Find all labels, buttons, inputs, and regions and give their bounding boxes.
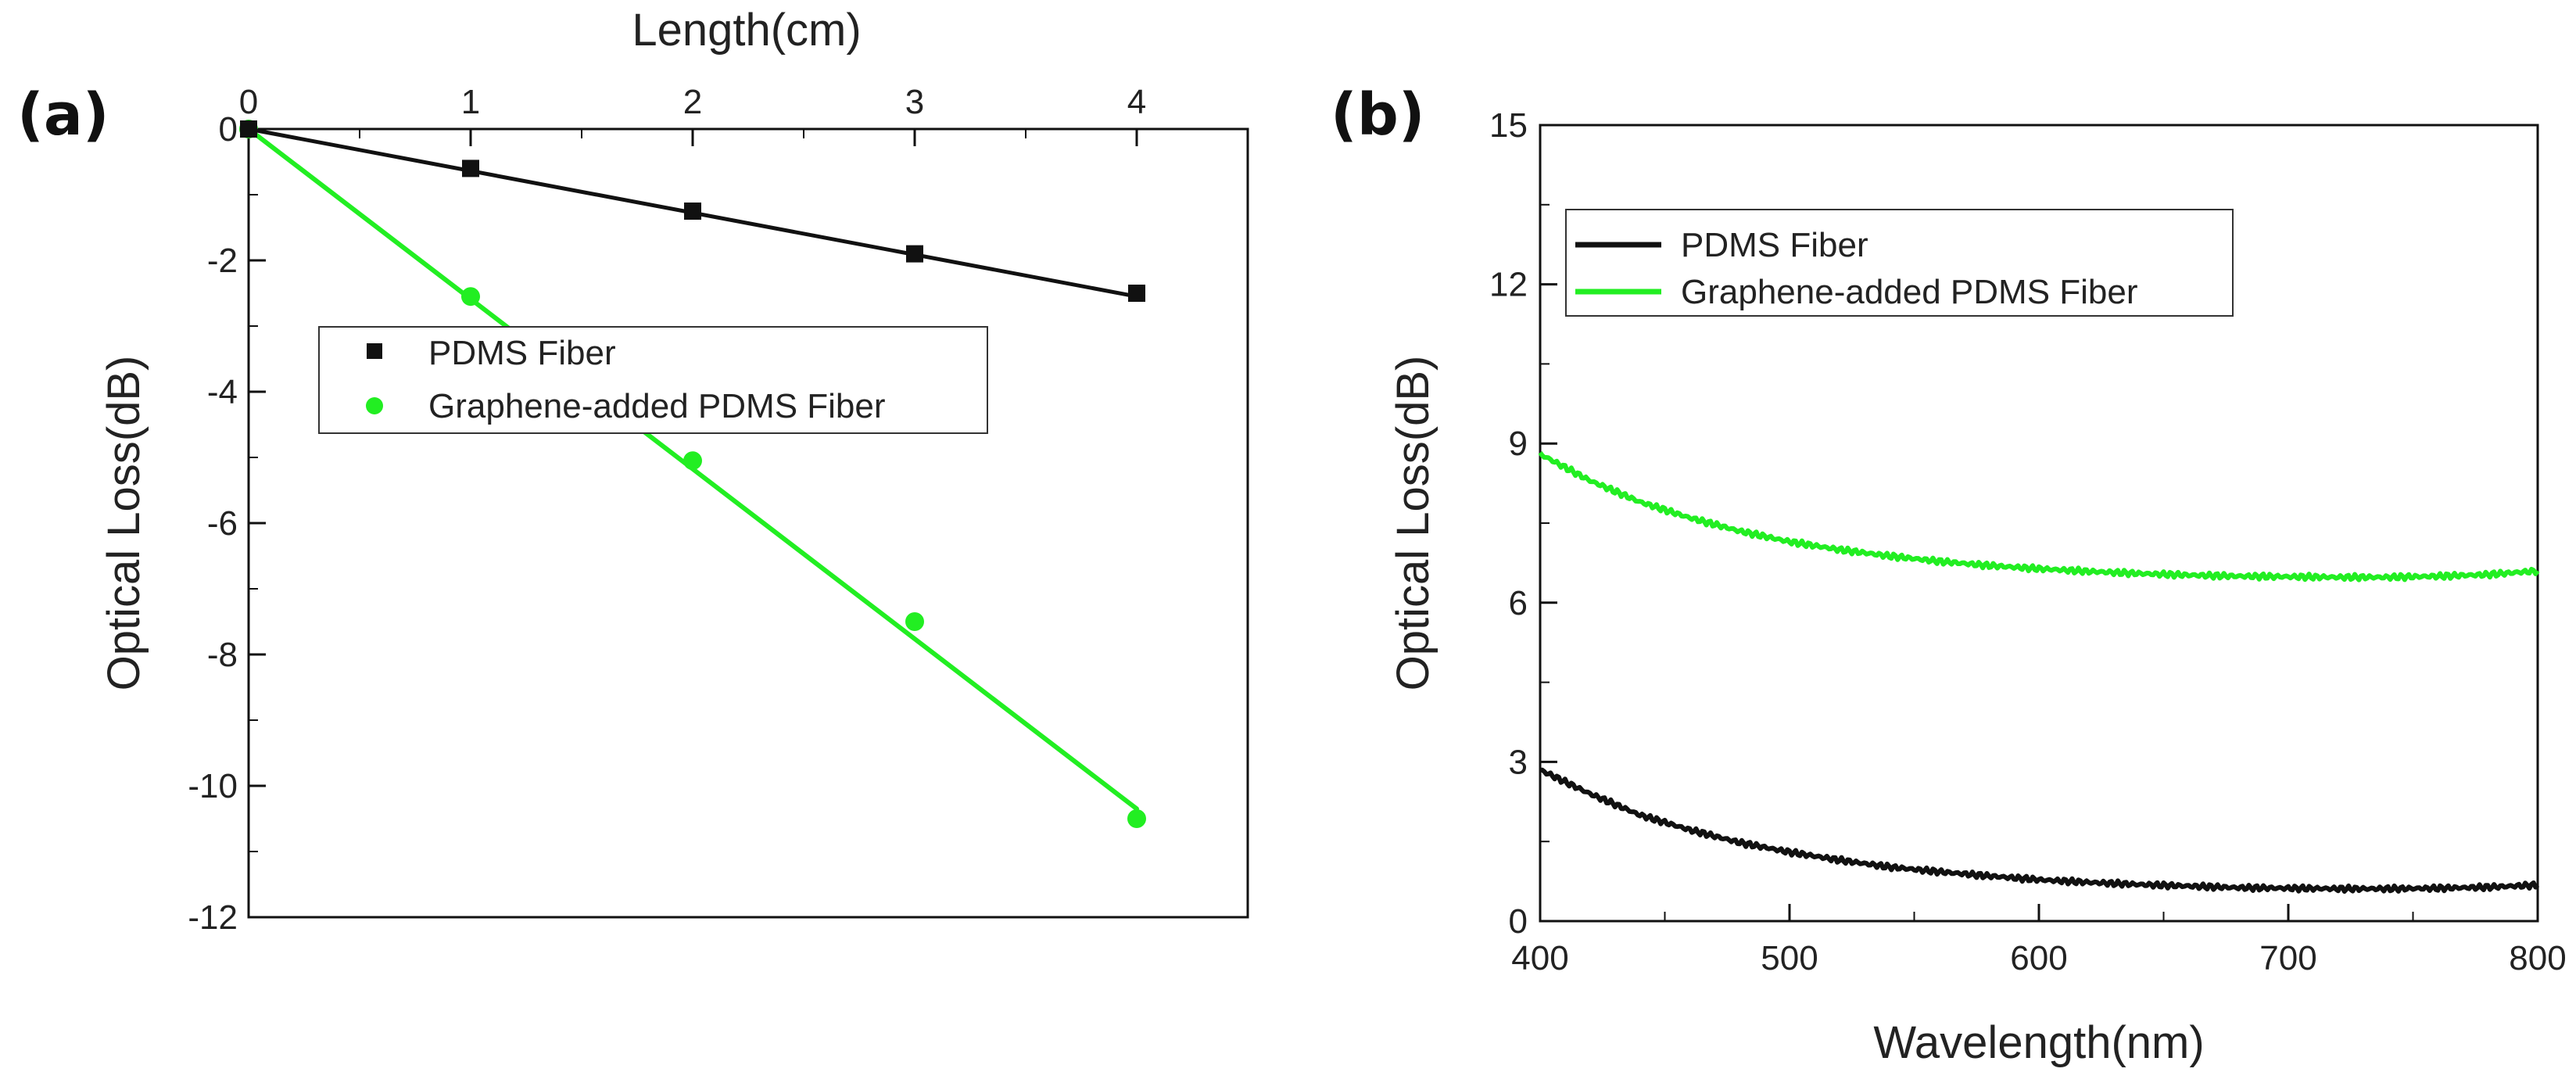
legend-pdms-marker	[367, 343, 382, 359]
graphene-data-point	[461, 287, 480, 307]
pdms-data-point	[462, 160, 479, 177]
graphene-data-point	[1127, 809, 1146, 828]
panel-b-x-axis-title: Wavelength(nm)	[1873, 1017, 2204, 1068]
pdms-data-point	[684, 203, 701, 220]
panel-b-y-tick-label: 15	[1489, 106, 1528, 145]
panel-a-y-tick-label: -2	[207, 242, 238, 280]
pdms-spectrum-line	[1539, 767, 2540, 894]
panel-b-label: (b)	[1331, 81, 1425, 149]
pdms-data-point	[906, 245, 923, 263]
pdms-data-point	[1128, 285, 1145, 302]
panel-a-x-tick-label: 4	[1127, 83, 1146, 121]
panel-b-series	[1538, 451, 2540, 894]
legend-graphene-marker	[366, 397, 383, 414]
panel-b-axes: 400 500 600 700 800 0 3 6 9 12 15	[1489, 106, 2567, 977]
graphene-data-point	[905, 612, 924, 631]
panel-a-x-tick-label: 2	[683, 83, 702, 121]
panel-b-y-tick-label: 0	[1509, 902, 1528, 941]
panel-a-y-axis-title: Optical Loss(dB)	[99, 356, 149, 691]
panel-a-axes: 0 1 2 3 4 0 -2 -4 -6 -8 -10 -12	[188, 83, 1146, 937]
panel-b-x-tick-label: 600	[2010, 939, 2067, 977]
legend-pdms-label: PDMS Fiber	[428, 334, 616, 372]
pdms-data-point	[240, 120, 257, 138]
panel-a: (a) 0 1 2 3 4 0 -2 -4 -6 -8 -10 -12 Length(cm) Opti…	[17, 5, 1249, 937]
panel-b-x-tick-label: 800	[2509, 939, 2566, 977]
legend-graphene-label: Graphene-added PDMS Fiber	[428, 387, 886, 425]
panel-b: (b) 400 500 600 700 800 0 3 6 9 12 15 Wavelength(n…	[1331, 81, 2567, 1068]
graphene-data-point	[683, 451, 702, 471]
legend-b-pdms-label: PDMS Fiber	[1681, 226, 1868, 264]
panel-a-y-tick-label: -10	[188, 767, 238, 805]
panel-a-legend: PDMS Fiber Graphene-added PDMS Fiber	[318, 326, 988, 434]
panel-a-legend-box	[318, 326, 988, 434]
panel-b-y-tick-label: 12	[1489, 266, 1528, 304]
panel-a-series	[239, 120, 1146, 828]
panel-a-y-tick-label: -4	[207, 373, 238, 411]
panel-a-label: (a)	[17, 81, 109, 149]
panel-a-y-tick-label: -12	[188, 898, 238, 937]
panel-a-x-tick-label: 1	[461, 83, 480, 121]
panel-b-x-tick-label: 700	[2259, 939, 2316, 977]
panel-a-y-tick-label: -6	[207, 504, 238, 543]
panel-b-legend: PDMS Fiber Graphene-added PDMS Fiber	[1565, 209, 2234, 317]
panel-b-x-tick-label: 500	[1761, 939, 1818, 977]
panel-b-y-axis-title: Optical Loss(dB)	[1388, 356, 1438, 691]
panel-a-x-tick-label: 0	[239, 83, 258, 121]
panel-a-x-axis-title: Length(cm)	[632, 5, 861, 56]
panel-a-x-tick-label: 3	[905, 83, 924, 121]
legend-b-graphene-label: Graphene-added PDMS Fiber	[1681, 273, 2138, 311]
panel-b-y-tick-label: 9	[1509, 425, 1528, 463]
panel-a-y-tick-label: -8	[207, 636, 238, 674]
panel-a-y-tick-label: 0	[219, 110, 238, 149]
panel-b-legend-box	[1565, 209, 2234, 317]
panel-b-y-tick-label: 3	[1509, 743, 1528, 781]
graphene-spectrum-line	[1538, 451, 2540, 583]
panel-b-x-tick-label: 400	[1511, 939, 1568, 977]
panel-b-y-tick-label: 6	[1509, 584, 1528, 622]
